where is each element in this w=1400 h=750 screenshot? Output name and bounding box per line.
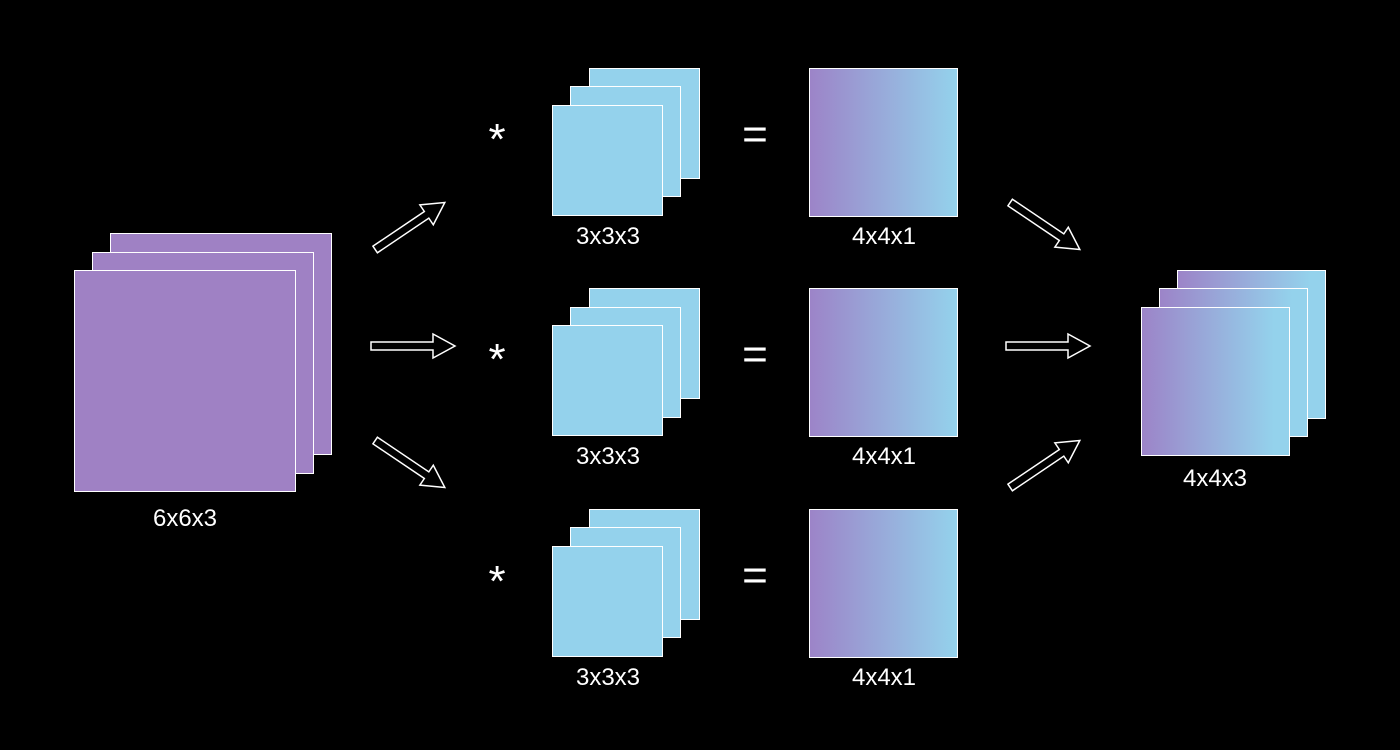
convolve-operator-2: *: [488, 335, 506, 384]
arrow-icon-input-to-filter-2: [370, 333, 456, 359]
result-label: 4x4x3: [1182, 465, 1248, 492]
arrow-icon-output-2-to-result: [1005, 333, 1091, 359]
equals-operator-3: =: [742, 551, 768, 600]
filter-channel-1: [552, 546, 663, 657]
output-map-3: [809, 509, 958, 658]
equals-operator-2: =: [742, 330, 768, 379]
input-channel-1: [74, 270, 296, 492]
result-channel-1: [1141, 307, 1290, 456]
convolve-operator-1: *: [488, 115, 506, 164]
arrow-icon-input-to-filter-3: [367, 429, 453, 499]
arrow-icon-output-1-to-result: [1002, 191, 1088, 261]
arrow-icon-output-3-to-result: [1002, 429, 1088, 499]
filter-channel-1: [552, 105, 663, 216]
output-label-1: 4x4x1: [851, 223, 917, 250]
convolve-operator-3: *: [488, 557, 506, 606]
equals-operator-1: =: [742, 110, 768, 159]
output-map-1: [809, 68, 958, 217]
output-label-2: 4x4x1: [851, 443, 917, 470]
output-label-3: 4x4x1: [851, 664, 917, 691]
filter-label-1: 3x3x3: [575, 223, 641, 250]
input-label: 6x6x3: [152, 505, 218, 532]
filter-label-3: 3x3x3: [575, 664, 641, 691]
filter-label-2: 3x3x3: [575, 443, 641, 470]
filter-channel-1: [552, 325, 663, 436]
arrow-icon-input-to-filter-1: [367, 191, 453, 261]
output-map-2: [809, 288, 958, 437]
